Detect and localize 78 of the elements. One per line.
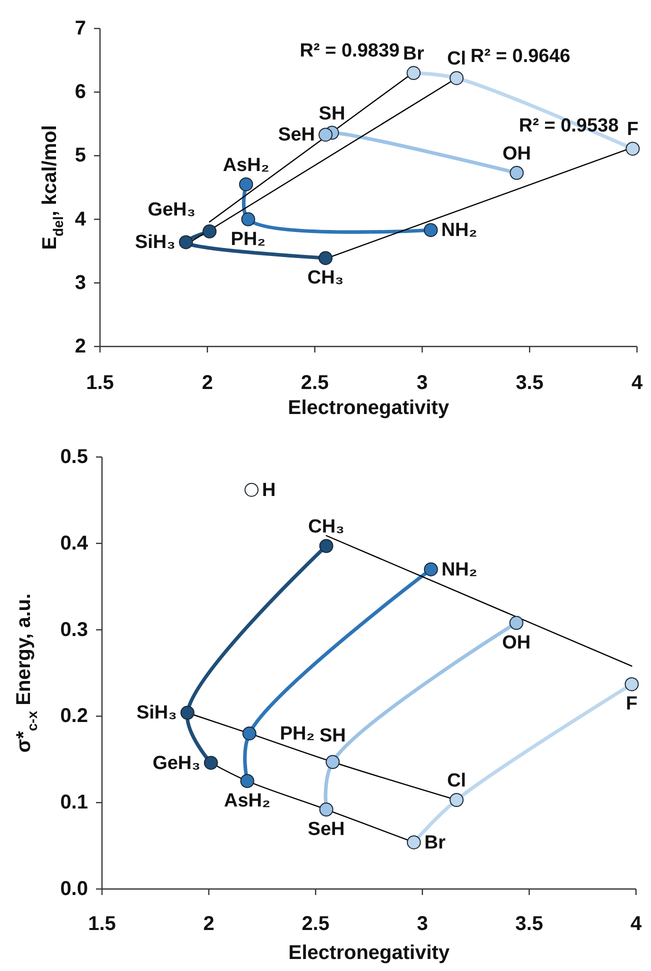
x-tick-label: 3 [416, 913, 428, 935]
annotation: SeH [278, 124, 316, 146]
point [326, 754, 340, 769]
annotation: AsH₂ [222, 154, 270, 176]
point [509, 616, 524, 630]
point [178, 235, 193, 250]
annotation: R² = 0.9646 [470, 46, 570, 67]
point [424, 223, 438, 238]
annotation: OH [502, 142, 531, 164]
annotation: PH₂ [230, 228, 266, 250]
point [239, 177, 254, 192]
annotation: CH₃ [308, 516, 344, 537]
annotation: F [626, 693, 638, 714]
annotation: SeH [308, 818, 345, 840]
point [204, 756, 218, 770]
point [242, 726, 256, 740]
point [202, 224, 217, 238]
annotation: SH [318, 102, 346, 124]
point [406, 835, 421, 850]
y-tick-label: 0.1 [60, 792, 88, 814]
point [450, 793, 464, 808]
point [450, 71, 464, 86]
x-tick-label: 2 [202, 372, 213, 394]
y-tick-label: 4 [74, 208, 87, 230]
point [624, 677, 639, 692]
point [406, 66, 421, 80]
point [318, 251, 333, 266]
annotation: GeH₃ [152, 752, 200, 774]
point [244, 482, 259, 497]
point [319, 538, 334, 553]
y-tick-label: 0.2 [60, 705, 88, 728]
y-tick-label: 0.4 [60, 532, 89, 554]
annotation: GeH₃ [148, 198, 196, 220]
x-tick-label: 3.5 [515, 913, 544, 935]
y-tick-label: 6 [74, 81, 86, 104]
x-tick-label: 3.5 [516, 372, 544, 394]
point [319, 802, 334, 817]
point [241, 212, 256, 226]
point [240, 774, 254, 788]
x-tick-label: 4 [630, 913, 642, 935]
point [626, 142, 640, 156]
annotation: CH₃ [307, 267, 344, 288]
y-tick-label: 7 [74, 18, 86, 40]
annotation: R² = 0.9839 [300, 40, 400, 61]
annotation: H [262, 479, 276, 500]
y-tick-label: 2 [74, 336, 86, 358]
point [510, 166, 524, 180]
annotation: NH₂ [441, 220, 478, 241]
annotation: R² = 0.9538 [518, 114, 619, 136]
annotation: Cl [447, 48, 466, 70]
annotation: SiH₃ [136, 702, 177, 724]
y-tick-label: 3 [74, 272, 86, 294]
annotation: Br [403, 43, 425, 64]
y-tick-label: 5 [74, 144, 86, 167]
annotation: Br [424, 832, 446, 853]
x-axis-title: Electronegativity [288, 397, 450, 419]
x-tick-label: 1.5 [86, 372, 114, 394]
x-tick-label: 1.5 [88, 913, 116, 935]
annotation: OH [502, 632, 531, 653]
annotation: AsH₂ [224, 790, 270, 811]
x-tick-label: 3 [416, 372, 428, 394]
point [424, 562, 438, 576]
x-tick-label: 2 [203, 913, 214, 935]
x-axis-title: Electronegativity [288, 942, 450, 964]
y-tick-label: 0.0 [60, 878, 88, 900]
annotation: PH₂ [280, 722, 315, 744]
y-tick-label: 0.5 [60, 446, 88, 468]
annotation: SH [319, 724, 346, 746]
y-tick-label: 0.3 [60, 618, 88, 641]
x-tick-label: 2.5 [302, 913, 330, 935]
x-tick-label: 4 [631, 372, 644, 394]
annotation: SiH₃ [134, 232, 176, 253]
annotation: NH₂ [441, 558, 478, 580]
annotation: F [626, 118, 639, 140]
point [180, 706, 194, 720]
annotation: Cl [447, 770, 466, 792]
point [318, 128, 333, 142]
x-tick-label: 2.5 [300, 372, 329, 394]
